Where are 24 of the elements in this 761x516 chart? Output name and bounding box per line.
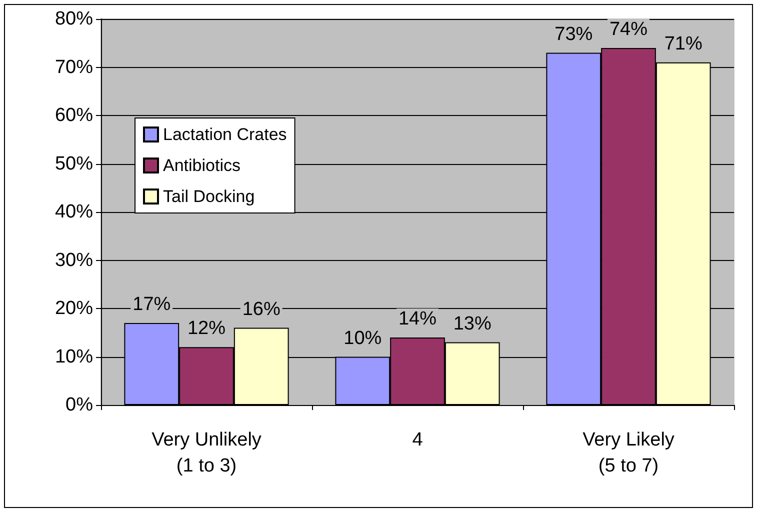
x-tick-label: Very Likely (5 to 7)	[582, 430, 675, 476]
y-tick-label: 20%	[54, 298, 94, 319]
legend-label: Antibiotics	[163, 156, 240, 175]
data-label: 12%	[187, 318, 226, 340]
y-tick-label: 60%	[54, 105, 94, 126]
x-tick-label: 4	[412, 430, 424, 450]
data-label: 73%	[554, 24, 593, 45]
data-label: 14%	[398, 308, 437, 330]
y-tick-label: 10%	[54, 346, 94, 368]
y-tick-label: 50%	[54, 153, 94, 174]
x-tick-label: Very Unlikely (1 to 3)	[152, 430, 262, 476]
y-tick-label: 80%	[54, 8, 94, 30]
data-label: 13%	[453, 313, 492, 334]
data-label: 74%	[609, 18, 648, 40]
y-tick-label: 30%	[54, 250, 94, 271]
y-tick-label: 40%	[54, 202, 94, 222]
legend-label: Tail Docking	[163, 187, 255, 206]
data-label: 10%	[344, 328, 382, 349]
y-tick-label: 0%	[66, 394, 94, 416]
data-label: 17%	[132, 294, 171, 315]
legend-label: Lactation Crates	[163, 125, 287, 144]
data-label: 16%	[242, 298, 280, 320]
y-tick-label: 70%	[54, 56, 94, 78]
data-label: 71%	[664, 33, 702, 54]
